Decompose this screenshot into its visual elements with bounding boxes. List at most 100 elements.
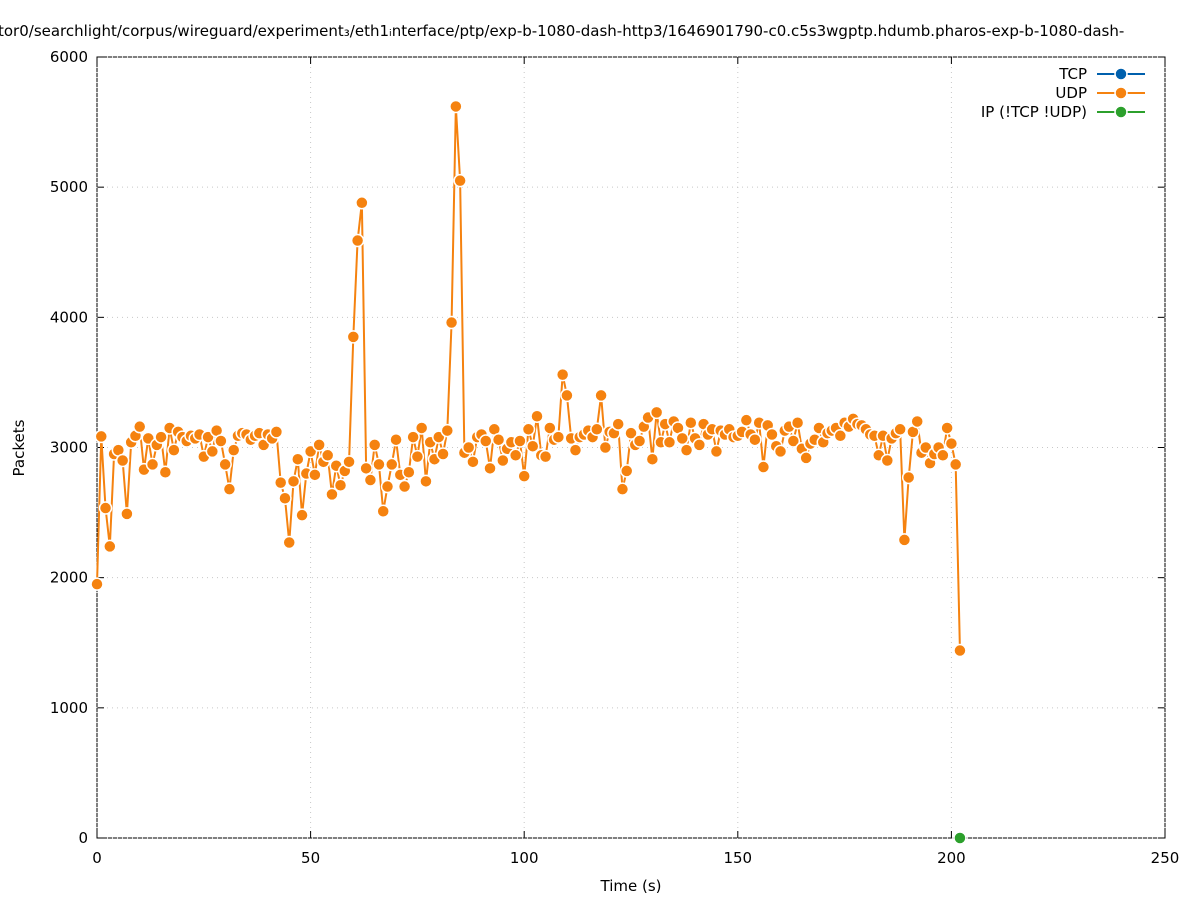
data-point bbox=[649, 405, 664, 420]
data-point bbox=[598, 440, 613, 455]
data-point bbox=[936, 448, 950, 463]
data-point bbox=[218, 457, 232, 472]
data-point bbox=[555, 367, 570, 382]
data-point bbox=[948, 457, 963, 472]
data-point bbox=[684, 416, 698, 430]
data-point bbox=[115, 453, 130, 468]
data-point bbox=[226, 443, 241, 457]
data-point bbox=[611, 417, 625, 431]
data-point bbox=[419, 474, 433, 489]
y-axis-label: Packets bbox=[10, 419, 28, 476]
data-point bbox=[521, 422, 536, 437]
data-point bbox=[286, 474, 301, 489]
data-point bbox=[269, 425, 284, 439]
data-point bbox=[901, 470, 916, 485]
data-point bbox=[944, 436, 959, 451]
data-point bbox=[440, 423, 455, 438]
data-point bbox=[385, 457, 399, 472]
data-point bbox=[389, 432, 403, 447]
legend-label: UDP bbox=[1055, 84, 1087, 102]
data-point bbox=[90, 577, 104, 591]
data-point bbox=[273, 475, 288, 490]
data-point bbox=[496, 453, 510, 468]
legend-marker bbox=[1114, 86, 1128, 100]
data-point bbox=[594, 388, 608, 403]
data-point bbox=[530, 409, 544, 424]
data-point bbox=[145, 457, 160, 472]
x-axis-label: Time (s) bbox=[600, 877, 662, 895]
y-tick-label: 1000 bbox=[50, 699, 88, 717]
data-point bbox=[363, 473, 378, 487]
y-tick-label: 6000 bbox=[50, 48, 88, 66]
x-tick-label: 250 bbox=[1151, 849, 1180, 867]
data-point bbox=[790, 416, 805, 430]
x-tick-label: 50 bbox=[301, 849, 320, 867]
data-point bbox=[158, 465, 173, 479]
data-point bbox=[773, 444, 788, 459]
data-point bbox=[120, 507, 134, 521]
data-point bbox=[765, 427, 779, 442]
chart-title: tor0/searchlight/corpus/wireguard/experi… bbox=[0, 22, 1124, 40]
data-point bbox=[278, 491, 292, 506]
data-point bbox=[632, 434, 647, 448]
y-tick-label: 3000 bbox=[50, 439, 88, 457]
data-point bbox=[568, 443, 583, 457]
data-point bbox=[645, 452, 660, 466]
data-point bbox=[466, 455, 480, 469]
data-point bbox=[154, 430, 168, 444]
data-point bbox=[355, 196, 369, 210]
data-point bbox=[893, 422, 907, 437]
data-point bbox=[380, 479, 395, 494]
data-point bbox=[222, 482, 237, 496]
data-point bbox=[94, 429, 109, 444]
data-point bbox=[367, 438, 382, 452]
data-point bbox=[615, 482, 630, 496]
data-point bbox=[461, 440, 476, 455]
data-point bbox=[709, 444, 724, 459]
y-tick-label: 0 bbox=[78, 829, 88, 847]
data-point bbox=[675, 431, 690, 446]
data-point bbox=[449, 99, 463, 114]
data-point bbox=[590, 422, 604, 437]
data-point bbox=[372, 457, 386, 472]
data-point bbox=[756, 460, 771, 474]
data-point bbox=[910, 414, 924, 429]
data-point bbox=[282, 535, 296, 550]
data-point bbox=[453, 173, 467, 188]
data-point bbox=[517, 469, 531, 483]
x-tick-label: 200 bbox=[937, 849, 966, 867]
data-point bbox=[953, 831, 967, 845]
data-point bbox=[662, 435, 677, 450]
data-point bbox=[359, 461, 373, 476]
data-point bbox=[103, 539, 117, 554]
data-point bbox=[739, 413, 754, 427]
data-point bbox=[308, 468, 322, 482]
data-point bbox=[560, 388, 574, 403]
legend-marker bbox=[1114, 67, 1128, 81]
data-point bbox=[98, 501, 113, 515]
data-point bbox=[897, 533, 912, 547]
data-point bbox=[624, 426, 638, 440]
data-point bbox=[940, 421, 954, 435]
data-point bbox=[414, 421, 429, 435]
data-point bbox=[406, 430, 420, 444]
data-point bbox=[376, 504, 390, 519]
data-point bbox=[538, 449, 553, 464]
data-point bbox=[295, 508, 309, 522]
data-point bbox=[410, 449, 425, 464]
data-point bbox=[483, 461, 497, 476]
x-tick-label: 150 bbox=[723, 849, 752, 867]
data-point bbox=[619, 464, 634, 478]
x-tick-label: 0 bbox=[92, 849, 102, 867]
y-tick-label: 2000 bbox=[50, 569, 88, 587]
data-point bbox=[320, 448, 335, 463]
data-point bbox=[333, 478, 348, 492]
y-tick-label: 5000 bbox=[50, 178, 88, 196]
data-point bbox=[543, 421, 557, 435]
data-point bbox=[214, 434, 228, 448]
data-point bbox=[312, 438, 326, 452]
data-point bbox=[479, 434, 493, 448]
data-point bbox=[436, 447, 450, 461]
